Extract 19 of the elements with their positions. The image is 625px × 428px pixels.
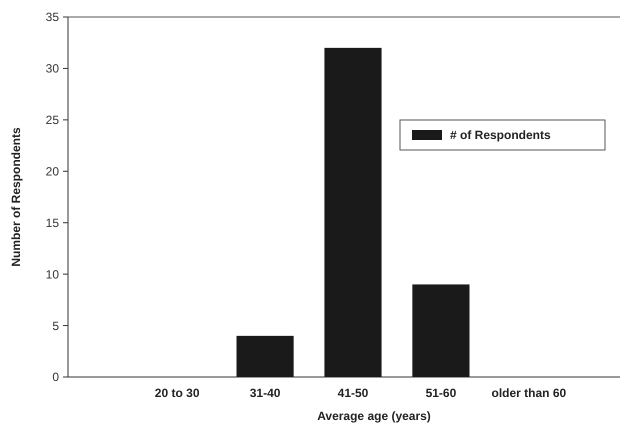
y-tick-label: 25	[46, 113, 60, 128]
x-tick-label: older than 60	[492, 386, 567, 400]
x-axis-title: Average age (years)	[317, 409, 431, 423]
bar	[324, 48, 382, 377]
x-tick-label: 20 to 30	[154, 386, 200, 400]
y-tick-label: 20	[46, 164, 60, 178]
y-tick-label: 35	[46, 10, 60, 24]
y-tick-label: 15	[46, 216, 60, 230]
x-tick-label: 41-50	[338, 386, 369, 400]
y-tick-label: 0	[52, 370, 60, 384]
x-tick-label: 31-40	[250, 386, 281, 400]
bar	[236, 336, 294, 377]
bar	[412, 284, 470, 377]
y-axis-title: Number of Respondents	[9, 127, 23, 267]
x-tick-label: 51-60	[426, 386, 457, 400]
y-tick-label: 5	[52, 318, 60, 333]
legend-label: # of Respondents	[450, 128, 551, 142]
y-tick-label: 30	[46, 62, 60, 76]
y-tick-label: 10	[46, 267, 60, 282]
